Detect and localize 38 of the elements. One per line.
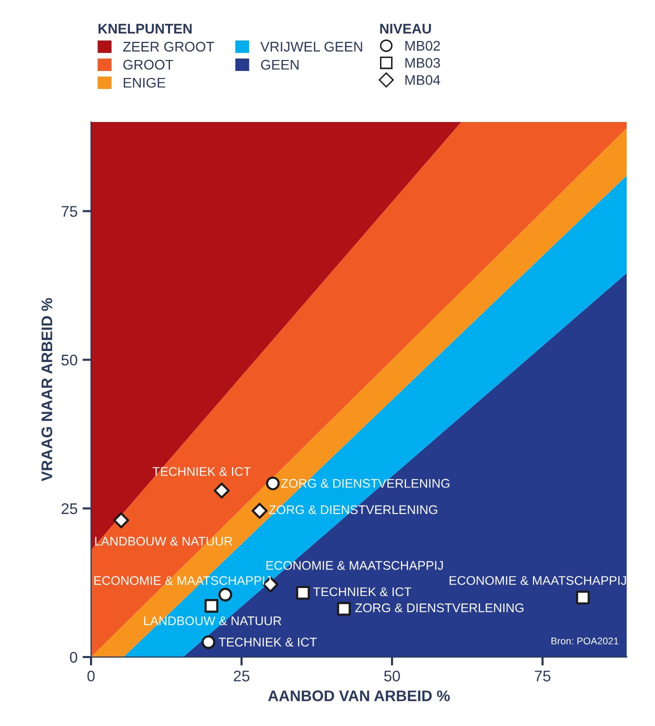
x-tick-label: 25 [234, 670, 250, 682]
y-tick-label: 25 [62, 503, 78, 514]
point [252, 502, 268, 519]
y-tick-label: 50 [61, 354, 78, 366]
annotation: TECHNIEK & ICT [218, 638, 317, 647]
point [218, 588, 232, 602]
annotation: ECONOMIE & MAATSCHAPPIJ [266, 561, 443, 570]
legend-label: ENIGE [124, 78, 166, 88]
legend-label: VRIJWEL GEEN [260, 42, 362, 52]
point [296, 586, 310, 600]
x-tick-label: 75 [534, 670, 550, 682]
point [113, 512, 130, 528]
text: KNELPUNTEN [98, 24, 192, 34]
legend-label: MB04 [405, 75, 440, 85]
x-tick-label: 0 [87, 670, 95, 682]
point [214, 482, 230, 499]
point [204, 599, 218, 613]
point [576, 590, 590, 604]
annotation: LANDBOUW & NATUUR [95, 536, 232, 546]
x-axis-title: AANBOD VAN ARBEID % [268, 690, 450, 702]
text: NIVEAU [380, 24, 431, 34]
legend-label: GEEN [261, 60, 299, 70]
legend-label: ZEER GROOT [123, 42, 214, 52]
legend-label: MB03 [405, 58, 440, 68]
annotation: ECONOMIE & MAATSCHAPPIJ [450, 576, 626, 585]
legend-label: GROOT [123, 60, 174, 70]
legend-label: MB02 [405, 40, 440, 51]
x-tick-label: 50 [384, 670, 400, 682]
y-axis-title: VRAAG NAAR ARBEID % [41, 298, 52, 482]
y-tick-label: 0 [70, 652, 78, 663]
annotation: Bron: POA2021 [552, 638, 618, 644]
point [337, 602, 351, 616]
point [266, 476, 280, 490]
y-tick-label: 75 [62, 206, 78, 217]
annotation: TECHNIEK & ICT [152, 467, 251, 476]
point [202, 635, 216, 650]
annotation: ZORG & DIENSTVERLENING [355, 603, 524, 612]
annotation: TECHNIEK & ICT [313, 587, 412, 596]
